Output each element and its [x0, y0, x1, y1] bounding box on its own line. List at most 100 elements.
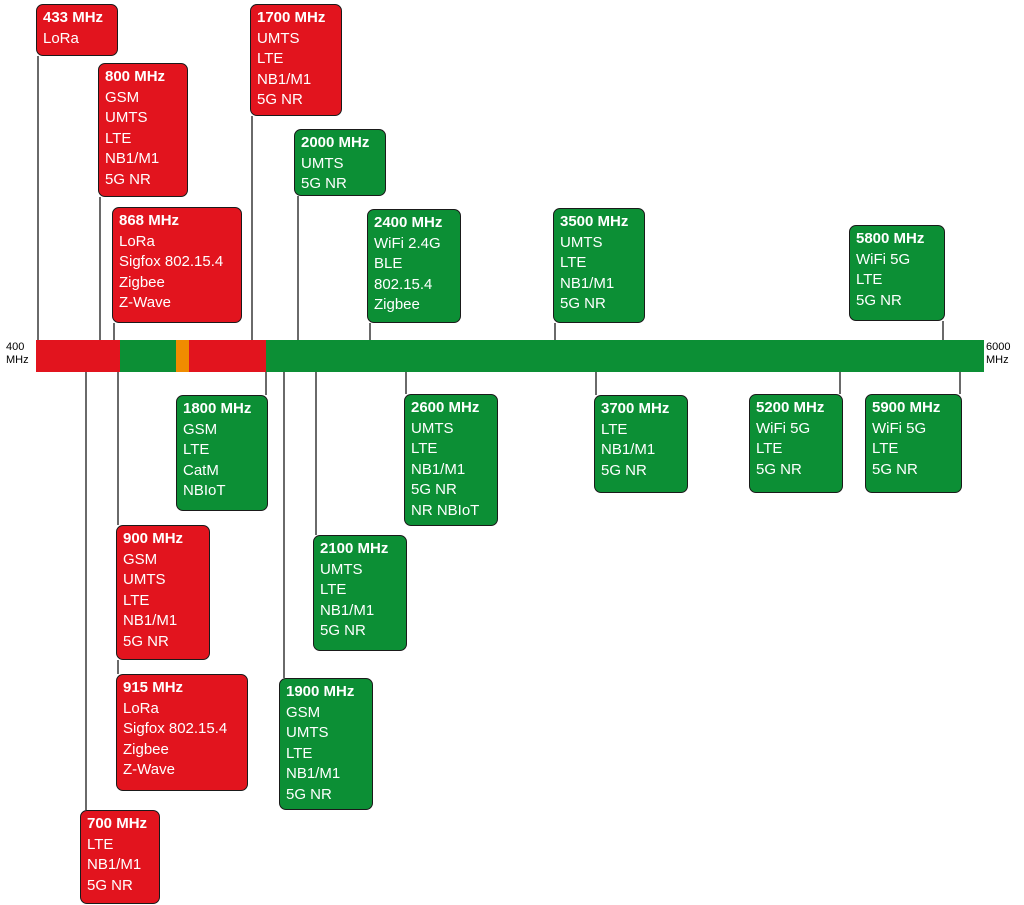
band-box-5900-mhz: 5900 MHz WiFi 5G LTE 5G NR	[865, 394, 962, 493]
band-technology-label: LTE	[411, 440, 438, 457]
band-box-2400-mhz: 2400 MHz WiFi 2.4G BLE 802.15.4 Zigbee	[367, 209, 461, 323]
band-technology-label: Zigbee	[123, 740, 169, 758]
band-box-700-mhz: 700 MHz LTE NB1/M1 5G NR	[80, 810, 160, 904]
band-technology-label: NB1/M1	[123, 612, 178, 629]
band-technology-label: NB1/M1	[286, 765, 341, 782]
band-box-5200-mhz: 5200 MHz WiFi 5G LTE 5G NR	[749, 394, 843, 493]
band-technology-label: LTE	[105, 129, 132, 147]
band-technology-label: Zigbee	[374, 296, 420, 313]
band-technology-label: NBIoT	[183, 482, 226, 499]
axis-min-unit: MHz	[6, 354, 29, 366]
band-technology-label: LTE	[601, 420, 628, 438]
band-technology-label: Zigbee	[119, 273, 165, 291]
band-technology-label: UMTS	[105, 109, 148, 126]
band-frequency-label: 800 MHz	[105, 68, 166, 85]
axis-max-unit: MHz	[986, 354, 1009, 366]
band-technology-label: NB1/M1	[560, 274, 615, 292]
band-frequency-label: 868 MHz	[119, 212, 180, 229]
band-technology-label: 5G NR	[257, 91, 303, 108]
band-frequency-label: 2100 MHz	[320, 540, 389, 557]
band-technology-label: GSM	[286, 703, 321, 721]
band-box-2100-mhz: 2100 MHz UMTS LTE NB1/M1 5G NR	[313, 535, 407, 651]
band-technology-label: GSM	[183, 420, 218, 438]
band-box-1700-mhz: 1700 MHz UMTS LTE NB1/M1 5G NR	[250, 4, 342, 116]
band-technology-label: UMTS	[301, 154, 344, 172]
band-technology-label: UMTS	[411, 419, 454, 437]
band-frequency-label: 700 MHz	[87, 815, 148, 832]
band-technology-label: LTE	[856, 271, 883, 288]
band-technology-label: LTE	[756, 440, 783, 457]
band-technology-label: WiFi 5G	[872, 419, 927, 437]
band-technology-label: 802.15.4	[374, 275, 433, 293]
band-box-1800-mhz: 1800 MHz GSM LTE CatM NBIoT	[176, 395, 268, 511]
band-technology-label: 5G NR	[872, 460, 918, 478]
spectrum-segment-orange	[176, 340, 189, 372]
spectrum-segment-red-high	[189, 340, 266, 372]
axis-max-label: 6000 MHz	[986, 341, 1010, 367]
band-technology-label: UMTS	[320, 560, 363, 578]
band-box-900-mhz: 900 MHz GSM UMTS LTE NB1/M1 5G NR	[116, 525, 210, 660]
band-technology-label: NB1/M1	[257, 70, 312, 88]
band-technology-label: UMTS	[123, 571, 166, 588]
band-technology-label: NB1/M1	[411, 460, 466, 478]
band-technology-label: WiFi 5G	[856, 250, 911, 268]
spectrum-segment-red-low	[36, 340, 120, 372]
band-technology-label: 5G NR	[123, 632, 169, 650]
band-frequency-label: 1800 MHz	[183, 400, 252, 417]
axis-max-value: 6000	[986, 341, 1011, 353]
band-technology-label: 5G NR	[560, 295, 606, 312]
band-box-5800-mhz: 5800 MHz WiFi 5G LTE 5G NR	[849, 225, 945, 321]
band-technology-label: Sigfox 802.15.4	[119, 253, 224, 270]
band-box-433-mhz: 433 MHz LoRa	[36, 4, 118, 56]
band-box-868-mhz: 868 MHz LoRa Sigfox 802.15.4 Zigbee Z-Wave	[112, 207, 242, 323]
spectrum-segment-green-high	[266, 340, 984, 372]
band-technology-label: UMTS	[560, 233, 603, 251]
band-technology-label: CatM	[183, 461, 219, 479]
band-frequency-label: 3700 MHz	[601, 400, 670, 417]
band-technology-label: LTE	[257, 50, 284, 67]
axis-min-value: 400	[6, 341, 25, 353]
band-box-800-mhz: 800 MHz GSM UMTS LTE NB1/M1 5G NR	[98, 63, 188, 197]
band-technology-label: LoRa	[119, 232, 155, 250]
band-technology-label: 5G NR	[105, 170, 151, 188]
band-technology-label: 5G NR	[856, 291, 902, 309]
band-box-1900-mhz: 1900 MHz GSM UMTS LTE NB1/M1 5G NR	[279, 678, 373, 810]
band-technology-label: 5G NR	[756, 460, 802, 478]
band-frequency-label: 433 MHz	[43, 9, 104, 26]
band-technology-label: LTE	[320, 581, 347, 598]
band-frequency-label: 2400 MHz	[374, 214, 443, 231]
band-technology-label: LTE	[872, 440, 899, 457]
band-box-2000-mhz: 2000 MHz UMTS 5G NR	[294, 129, 386, 196]
band-technology-label: 5G NR	[411, 481, 457, 498]
band-technology-label: UMTS	[257, 29, 300, 47]
band-technology-label: Z-Wave	[119, 294, 171, 311]
band-technology-label: NB1/M1	[105, 150, 160, 167]
band-box-915-mhz: 915 MHz LoRa Sigfox 802.15.4 Zigbee Z-Wave	[116, 674, 248, 791]
band-technology-label: WiFi 5G	[756, 419, 811, 437]
band-technology-label: GSM	[105, 88, 140, 106]
band-box-2600-mhz: 2600 MHz UMTS LTE NB1/M1 5G NR NR NBIoT	[404, 394, 498, 526]
band-technology-label: LoRa	[43, 29, 79, 47]
band-technology-label: LTE	[123, 591, 150, 609]
spectrum-segment-green-low	[120, 340, 176, 372]
band-frequency-label: 900 MHz	[123, 530, 184, 547]
band-box-3500-mhz: 3500 MHz UMTS LTE NB1/M1 5G NR	[553, 208, 645, 323]
axis-min-label: 400 MHz	[6, 341, 29, 367]
band-technology-label: 5G NR	[301, 175, 347, 192]
band-technology-label: UMTS	[286, 724, 329, 741]
band-frequency-label: 915 MHz	[123, 679, 184, 696]
band-technology-label: WiFi 2.4G	[374, 234, 441, 252]
band-technology-label: NB1/M1	[320, 601, 375, 619]
band-technology-label: 5G NR	[601, 461, 647, 479]
band-frequency-label: 5900 MHz	[872, 399, 941, 416]
band-technology-label: LTE	[286, 744, 313, 762]
band-technology-label: 5G NR	[286, 785, 332, 803]
band-frequency-label: 3500 MHz	[560, 213, 629, 230]
band-technology-label: LoRa	[123, 699, 159, 717]
band-technology-label: NB1/M1	[601, 441, 656, 458]
band-technology-label: 5G NR	[320, 622, 366, 639]
band-technology-label: NR NBIoT	[411, 501, 480, 519]
band-technology-label: LTE	[560, 254, 587, 271]
